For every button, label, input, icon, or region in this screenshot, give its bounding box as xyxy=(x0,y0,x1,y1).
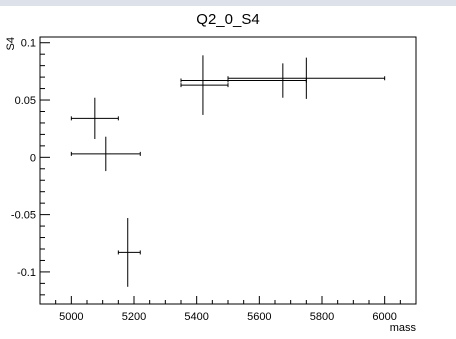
x-axis-label: mass xyxy=(390,322,417,334)
data-point xyxy=(70,136,141,172)
window-top-strip xyxy=(0,0,456,6)
y-axis: -0.1 -0.05 0 0.05 0.1 xyxy=(11,38,50,296)
x-tick-label: 6000 xyxy=(372,311,396,323)
data-point xyxy=(70,97,119,139)
y-tick-label: 0.05 xyxy=(15,95,36,107)
data-points xyxy=(70,55,386,287)
data-point xyxy=(227,63,307,98)
x-tick-label: 5600 xyxy=(247,311,271,323)
chart-title: Q2_0_S4 xyxy=(196,11,259,28)
y-axis-label: S4 xyxy=(5,37,17,50)
data-point xyxy=(227,57,386,99)
y-tick-label: 0.1 xyxy=(21,38,36,50)
x-tick-label: 5400 xyxy=(184,311,208,323)
x-tick-label: 5000 xyxy=(59,311,83,323)
y-tick-label: 0 xyxy=(30,152,36,164)
x-tick-label: 5200 xyxy=(122,311,146,323)
x-tick-label: 5800 xyxy=(310,311,334,323)
data-point xyxy=(180,55,229,115)
x-axis: 5000 5200 5400 5600 5800 6000 xyxy=(39,296,417,323)
data-point xyxy=(180,78,229,83)
y-tick-label: -0.1 xyxy=(17,267,36,279)
y-tick-label: -0.05 xyxy=(11,210,36,222)
data-point xyxy=(117,218,141,287)
